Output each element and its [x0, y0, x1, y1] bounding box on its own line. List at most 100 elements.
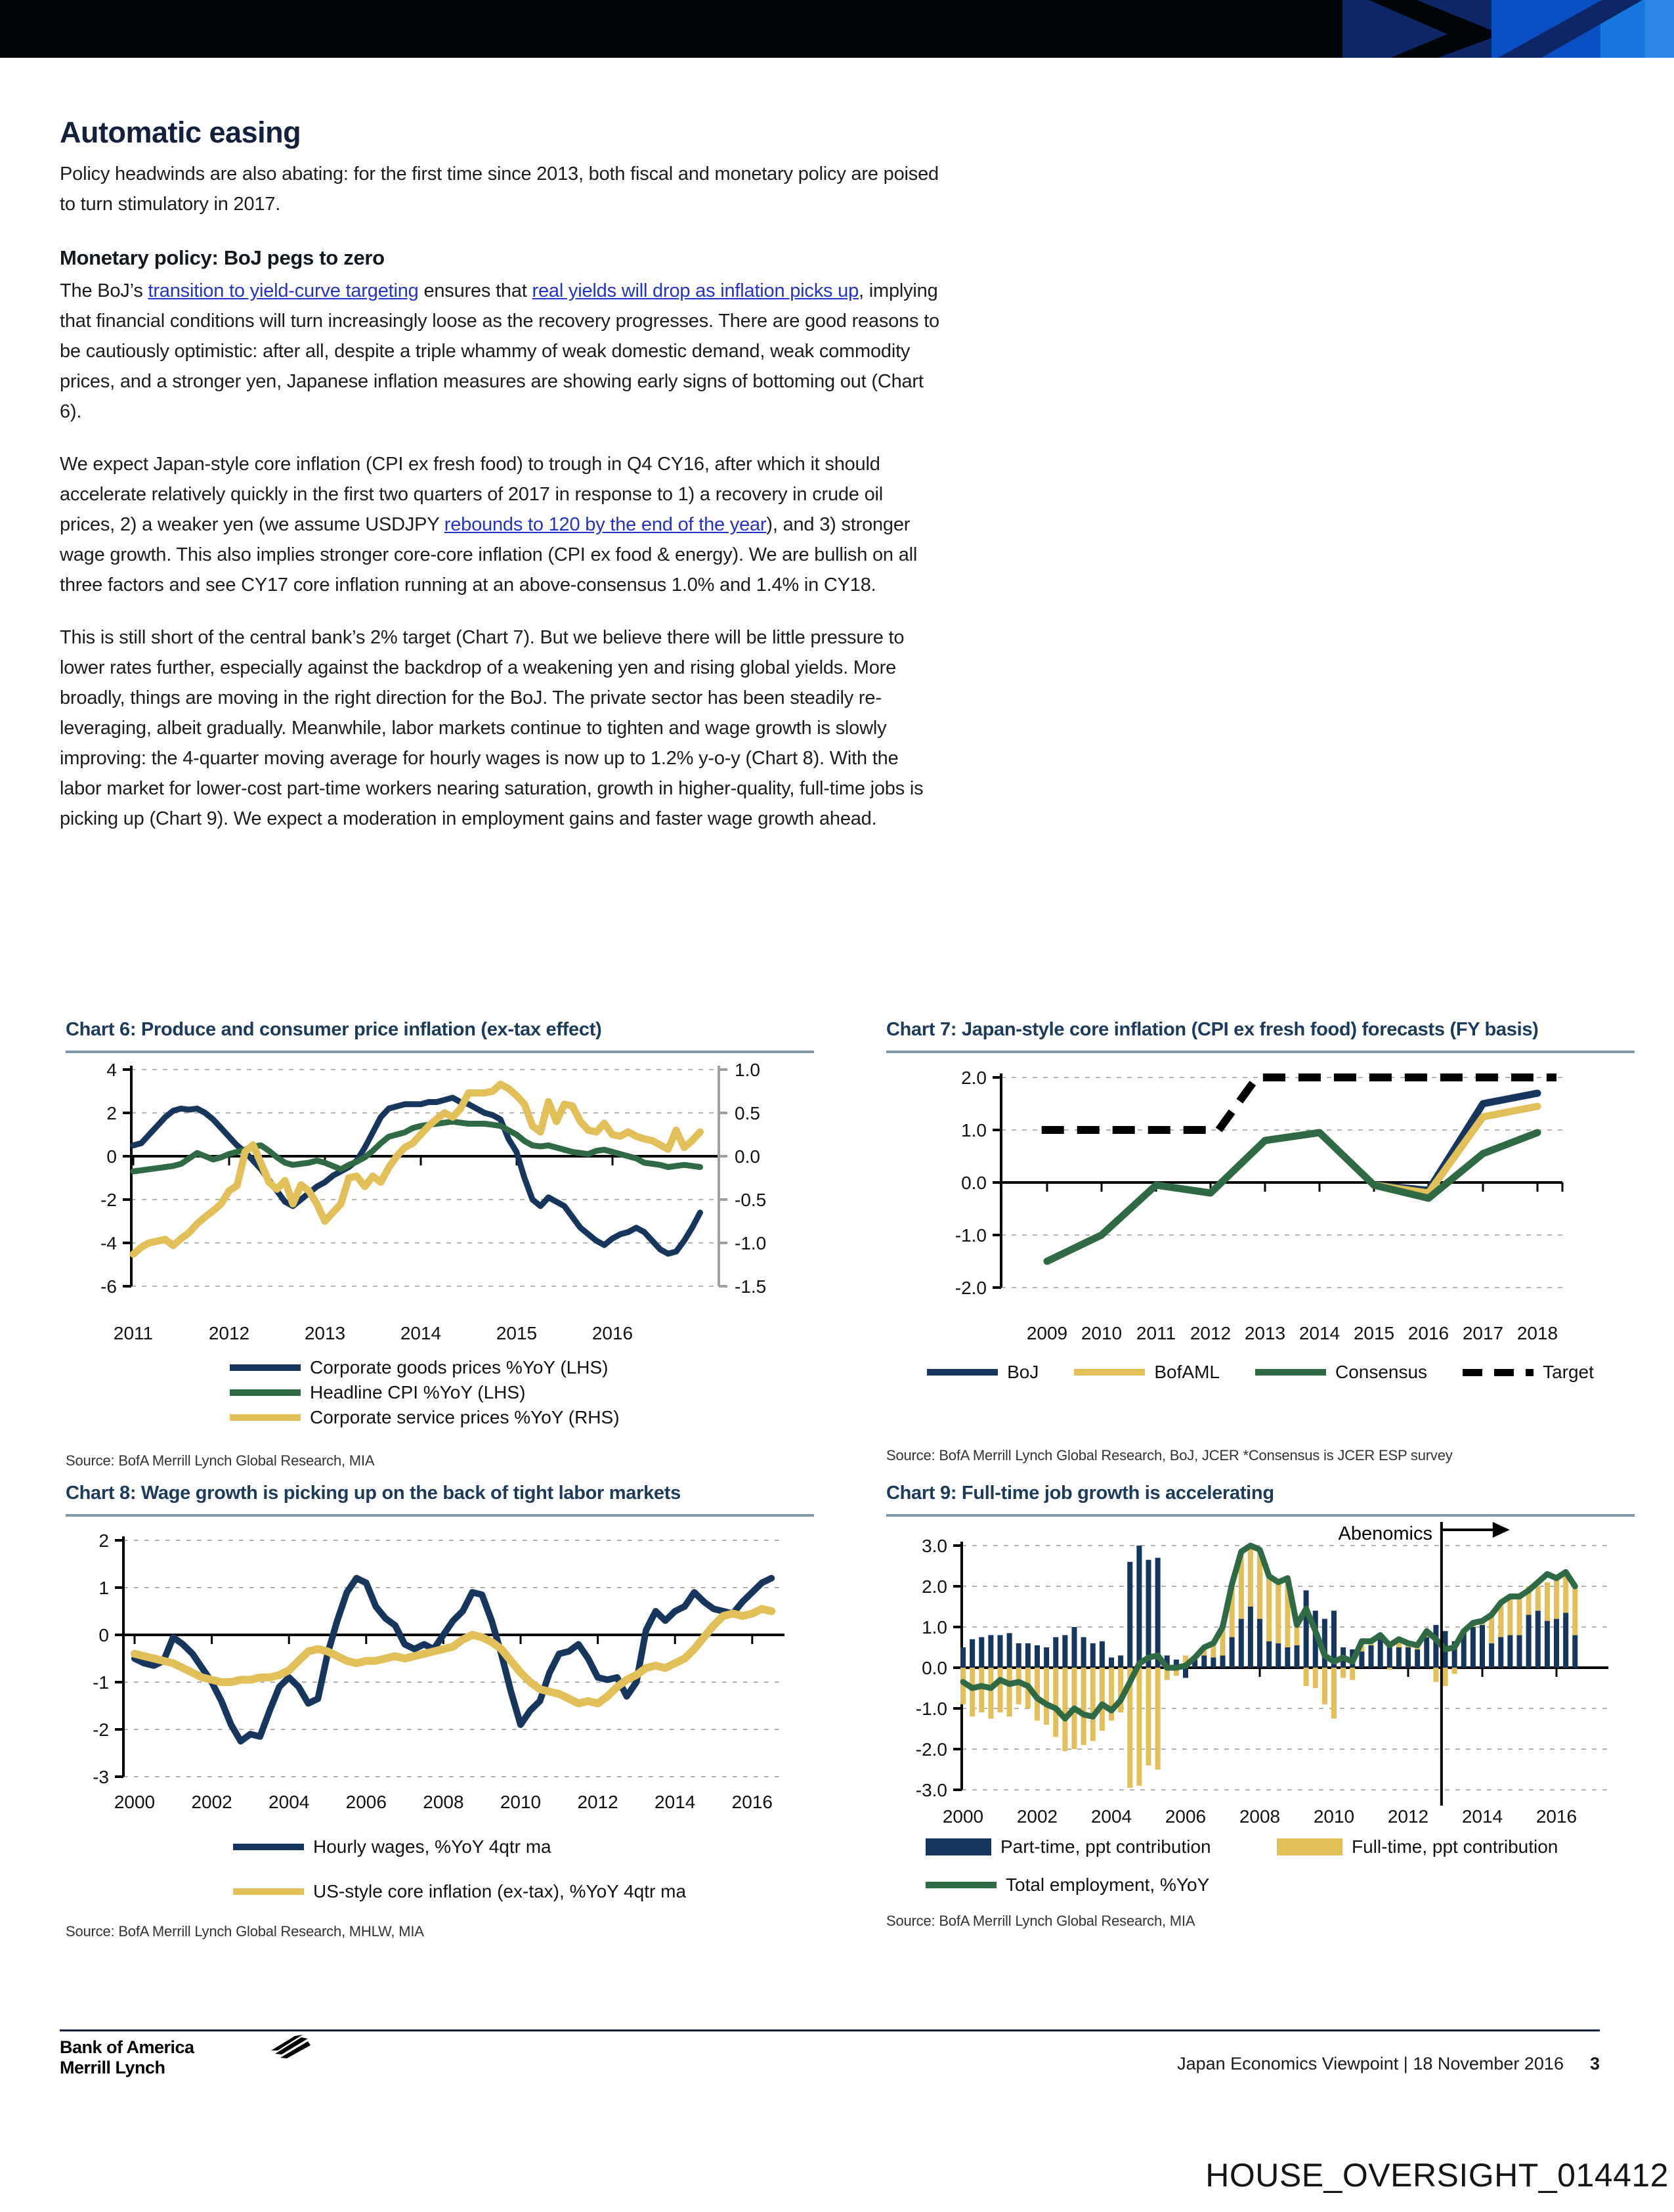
svg-text:2002: 2002 [1017, 1806, 1058, 1827]
legend-label: Part-time, ppt contribution [1000, 1836, 1211, 1857]
svg-text:0.0: 0.0 [922, 1658, 947, 1678]
svg-text:2016: 2016 [592, 1323, 633, 1343]
lede-paragraph: Policy headwinds are also abating: for t… [60, 163, 939, 215]
brand-line2: Merrill Lynch [60, 2058, 165, 2077]
chart8-legend: Hourly wages, %YoY 4qtr ma US-style core… [233, 1834, 814, 1905]
svg-text:-2.0: -2.0 [955, 1278, 987, 1298]
svg-text:2010: 2010 [1314, 1806, 1354, 1827]
inline-link[interactable]: transition to yield-curve targeting [148, 280, 419, 301]
svg-text:-1.5: -1.5 [735, 1276, 766, 1297]
svg-text:2014: 2014 [1299, 1323, 1340, 1343]
svg-text:2010: 2010 [1081, 1323, 1122, 1343]
article-column: Automatic easing Policy headwinds are al… [60, 116, 976, 856]
legend-label: US-style core inflation (ex-tax), %YoY 4… [313, 1881, 687, 1901]
svg-text:-2.0: -2.0 [916, 1739, 947, 1760]
chart6-block: Chart 6: Produce and consumer price infl… [66, 1019, 814, 1469]
legend-label: Target [1543, 1362, 1594, 1382]
svg-text:2016: 2016 [1408, 1323, 1449, 1343]
inline-link[interactable]: rebounds to 120 by the end of the year [444, 514, 767, 535]
svg-text:2014: 2014 [655, 1792, 695, 1812]
abenomics-annotation: Abenomics [1338, 1523, 1432, 1544]
svg-text:1.0: 1.0 [922, 1617, 947, 1637]
svg-text:2014: 2014 [400, 1323, 441, 1343]
svg-text:2009: 2009 [1027, 1323, 1067, 1343]
inline-link[interactable]: real yields will drop as inflation picks… [532, 280, 859, 301]
text-run: , implying that financial conditions wil… [60, 280, 939, 422]
chart7-legend: BoJ BofAML Consensus Target [886, 1362, 1635, 1383]
consensus-swatch [1255, 1369, 1326, 1376]
total-employment-swatch [926, 1882, 997, 1888]
banner-art-lighter-strip [1645, 0, 1674, 58]
svg-text:2008: 2008 [423, 1792, 463, 1812]
svg-text:3.0: 3.0 [922, 1536, 947, 1556]
legend-item: US-style core inflation (ex-tax), %YoY 4… [233, 1878, 814, 1905]
svg-text:2012: 2012 [577, 1792, 618, 1812]
paragraph: The BoJ’s transition to yield-curve targ… [60, 276, 939, 427]
svg-text:0.0: 0.0 [735, 1146, 760, 1167]
chart7-block: Chart 7: Japan-style core inflation (CPI… [886, 1019, 1635, 1464]
corporate-service-swatch [230, 1414, 301, 1421]
svg-text:-2: -2 [93, 1720, 109, 1740]
legend-label: Full-time, ppt contribution [1352, 1836, 1558, 1857]
svg-text:2006: 2006 [346, 1792, 387, 1812]
svg-text:1.0: 1.0 [961, 1120, 987, 1140]
svg-text:2018: 2018 [1517, 1323, 1558, 1343]
svg-text:2004: 2004 [1091, 1806, 1132, 1827]
chart8-block: Chart 8: Wage growth is picking up on th… [66, 1483, 814, 1940]
svg-text:2017: 2017 [1463, 1323, 1503, 1343]
svg-text:2: 2 [98, 1530, 109, 1551]
chart6-source: Source: BofA Merrill Lynch Global Resear… [66, 1452, 375, 1469]
svg-text:1.0: 1.0 [735, 1060, 760, 1080]
svg-text:-1.0: -1.0 [916, 1699, 947, 1719]
legend-item: Consensus [1255, 1362, 1427, 1383]
legend-label: Corporate goods prices %YoY (LHS) [310, 1357, 609, 1377]
legend-label: Corporate service prices %YoY (RHS) [310, 1407, 620, 1427]
legend-item: BoJ [927, 1362, 1039, 1383]
headline-cpi-swatch [230, 1389, 301, 1396]
svg-text:-1.0: -1.0 [735, 1233, 766, 1253]
chart6-title: Chart 6: Produce and consumer price infl… [66, 1019, 814, 1053]
chart9-block: Chart 9: Full-time job growth is acceler… [886, 1483, 1635, 1930]
paragraph: This is still short of the central bank’… [60, 622, 939, 834]
svg-text:2012: 2012 [209, 1323, 249, 1343]
legend-item: BofAML [1074, 1362, 1220, 1383]
svg-text:-0.5: -0.5 [735, 1190, 766, 1210]
legend-label: BoJ [1007, 1362, 1039, 1382]
legend-item: Total employment, %YoY [926, 1875, 1277, 1896]
svg-text:2.0: 2.0 [961, 1068, 987, 1088]
legend-item: Hourly wages, %YoY 4qtr ma [233, 1834, 814, 1860]
bofa-flag-icon [271, 2035, 311, 2058]
svg-text:2013: 2013 [305, 1323, 345, 1343]
chart9-title: Chart 9: Full-time job growth is acceler… [886, 1483, 1635, 1517]
chart7-title: Chart 7: Japan-style core inflation (CPI… [886, 1019, 1635, 1053]
legend-item: Target [1463, 1362, 1594, 1383]
legend-item: Headline CPI %YoY (LHS) [230, 1380, 814, 1405]
svg-text:2012: 2012 [1388, 1806, 1428, 1827]
svg-text:-2: -2 [100, 1190, 117, 1210]
chart9-plot: 3.0 2.0 1.0 0.0 -1.0 -2.0 -3.0 2000 2002 2004 2006… [916, 1522, 1608, 1827]
svg-text:2016: 2016 [732, 1792, 773, 1812]
paragraph: We expect Japan-style core inflation (CP… [60, 449, 939, 600]
legend-label: Consensus [1335, 1362, 1428, 1382]
svg-text:2015: 2015 [1354, 1323, 1394, 1343]
doc-title: Japan Economics Viewpoint | 18 November … [1177, 2054, 1564, 2073]
text-run: ), and 3) stronger wage growth. This als… [60, 514, 918, 596]
svg-text:2002: 2002 [191, 1792, 232, 1812]
svg-text:2: 2 [106, 1103, 117, 1123]
text-run: ensures that [418, 280, 532, 301]
legend-item: Corporate goods prices %YoY (LHS) [230, 1355, 814, 1380]
svg-text:2013: 2013 [1245, 1323, 1285, 1343]
svg-text:0.5: 0.5 [735, 1103, 760, 1123]
svg-text:2006: 2006 [1165, 1806, 1206, 1827]
text-run: We expect Japan-style core inflation (CP… [60, 454, 884, 535]
svg-text:2.0: 2.0 [922, 1576, 947, 1597]
text-run: The BoJ’s [60, 280, 148, 301]
chart8-source: Source: BofA Merrill Lynch Global Resear… [66, 1923, 424, 1940]
hourly-wages-swatch [233, 1844, 304, 1850]
chart6-legend: Corporate goods prices %YoY (LHS) Headli… [230, 1355, 814, 1430]
svg-text:0: 0 [106, 1146, 117, 1167]
bates-stamp: HOUSE_OVERSIGHT_014412 [1205, 2157, 1669, 2194]
page-number: 3 [1589, 2054, 1600, 2073]
legend-label: Headline CPI %YoY (LHS) [310, 1382, 526, 1402]
banner-diagonal-stripe [1498, 0, 1642, 58]
